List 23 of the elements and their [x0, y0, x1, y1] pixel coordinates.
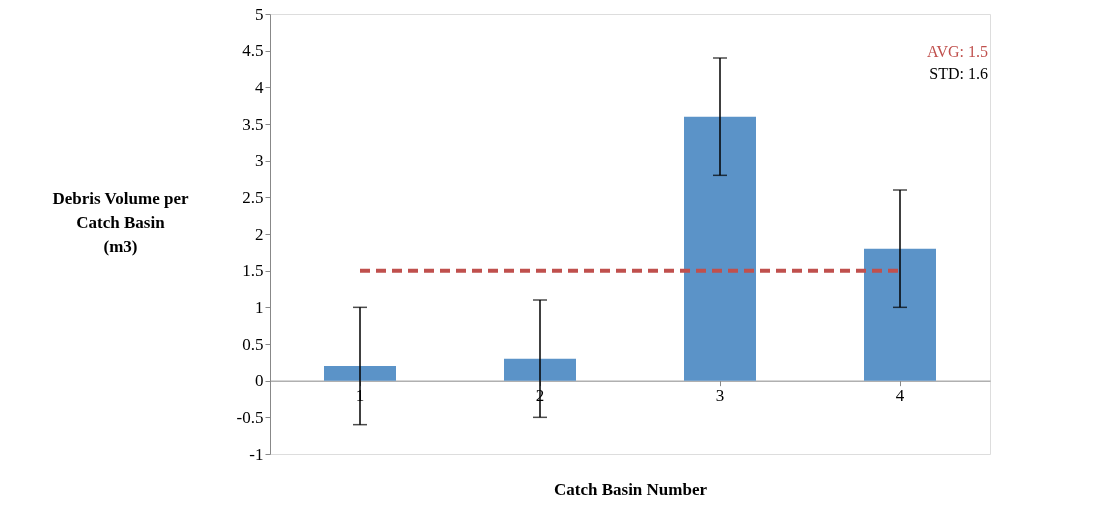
bar	[324, 366, 396, 381]
y-tick-label: 5	[255, 4, 264, 24]
bar	[504, 358, 576, 381]
annotation: STD: 1.6	[929, 65, 988, 82]
y-tick-label: 3	[255, 151, 264, 171]
y-axis-title: Debris Volume per Catch Basin (m3)	[52, 189, 189, 257]
y-tick-label: -0.5	[236, 407, 264, 427]
y-tick-label: 4.5	[242, 41, 264, 61]
y-tick-label: 2.5	[242, 187, 264, 207]
y-tick-label: 3.5	[242, 114, 264, 134]
ref-line-label: AVG: 1.5	[926, 43, 988, 60]
y-tick-label: 4	[255, 77, 264, 97]
bar	[684, 116, 756, 381]
x-tick-label: 4	[895, 386, 905, 406]
y-tick-label: -1	[249, 444, 264, 464]
y-tick-label: 0.5	[242, 334, 264, 354]
x-axis-title: Catch Basin Number	[553, 479, 708, 499]
y-tick-label: 1	[255, 297, 264, 317]
x-tick-label: 3	[715, 386, 725, 406]
bar	[864, 248, 936, 381]
y-tick-label: 2	[255, 224, 264, 244]
y-tick-label: 0	[255, 371, 264, 391]
y-tick-label: 1.5	[242, 261, 264, 281]
